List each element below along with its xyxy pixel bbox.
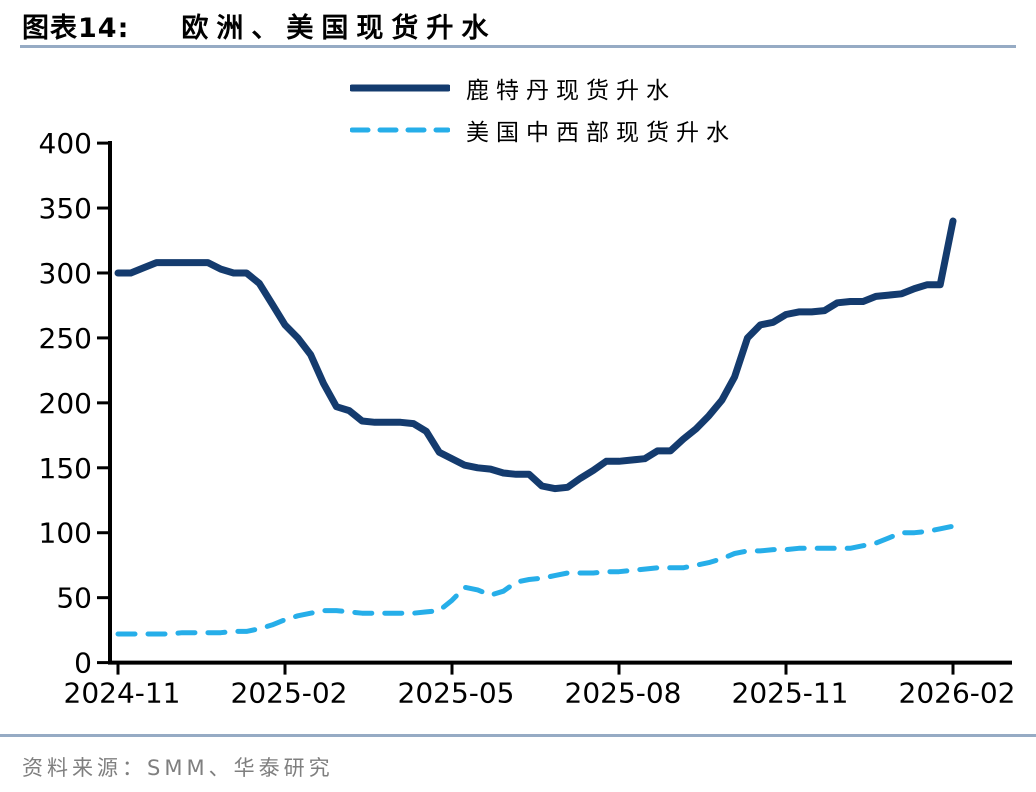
y-axis-tick-label: 100 (39, 517, 92, 550)
x-axis-tick-label: 2025-02 (231, 677, 348, 710)
figure-title: 欧洲、美国现货升水 (181, 13, 497, 44)
y-axis-tick-label: 250 (39, 322, 92, 355)
legend-item-us-midwest: 美国中西部现货升水 (350, 114, 736, 146)
y-axis-tick-label: 150 (39, 452, 92, 485)
x-axis-tick-label: 2025-08 (565, 677, 682, 710)
x-axis-tick-label: 2024-11 (64, 677, 181, 710)
figure-header: 图表14: 欧洲、美国现货升水 (22, 6, 1016, 45)
us-midwest-premium-line (115, 523, 956, 637)
figure-number: 图表14: (22, 13, 130, 44)
x-axis-tick-label: 2026-02 (899, 677, 1016, 710)
title-underline (20, 45, 1016, 48)
x-axis-tick-label: 2025-05 (398, 677, 515, 710)
y-axis-tick-label: 300 (39, 257, 92, 290)
x-axis-tick-label: 2025-11 (732, 677, 849, 710)
legend-item-rotterdam: 鹿特丹现货升水 (350, 72, 736, 104)
solid-line-swatch-icon (350, 84, 450, 92)
y-axis-tick-label: 200 (39, 387, 92, 420)
axis-lines (108, 141, 1012, 665)
source-note: 资料来源：SMM、华泰研究 (22, 756, 334, 780)
legend-label-rotterdam: 鹿特丹现货升水 (466, 78, 676, 104)
dashed-line-swatch-icon (350, 127, 450, 133)
y-axis-tick-label: 350 (39, 192, 92, 225)
legend-label-us-midwest: 美国中西部现货升水 (466, 120, 736, 146)
rotterdam-premium-line (114, 217, 957, 493)
y-axis-tick-label: 0 (74, 647, 92, 680)
footer-rule (0, 734, 1036, 737)
y-axis-tick-label: 400 (39, 127, 92, 160)
y-axis-tick-label: 50 (56, 582, 92, 615)
chart-legend: 鹿特丹现货升水 美国中西部现货升水 (350, 72, 736, 146)
